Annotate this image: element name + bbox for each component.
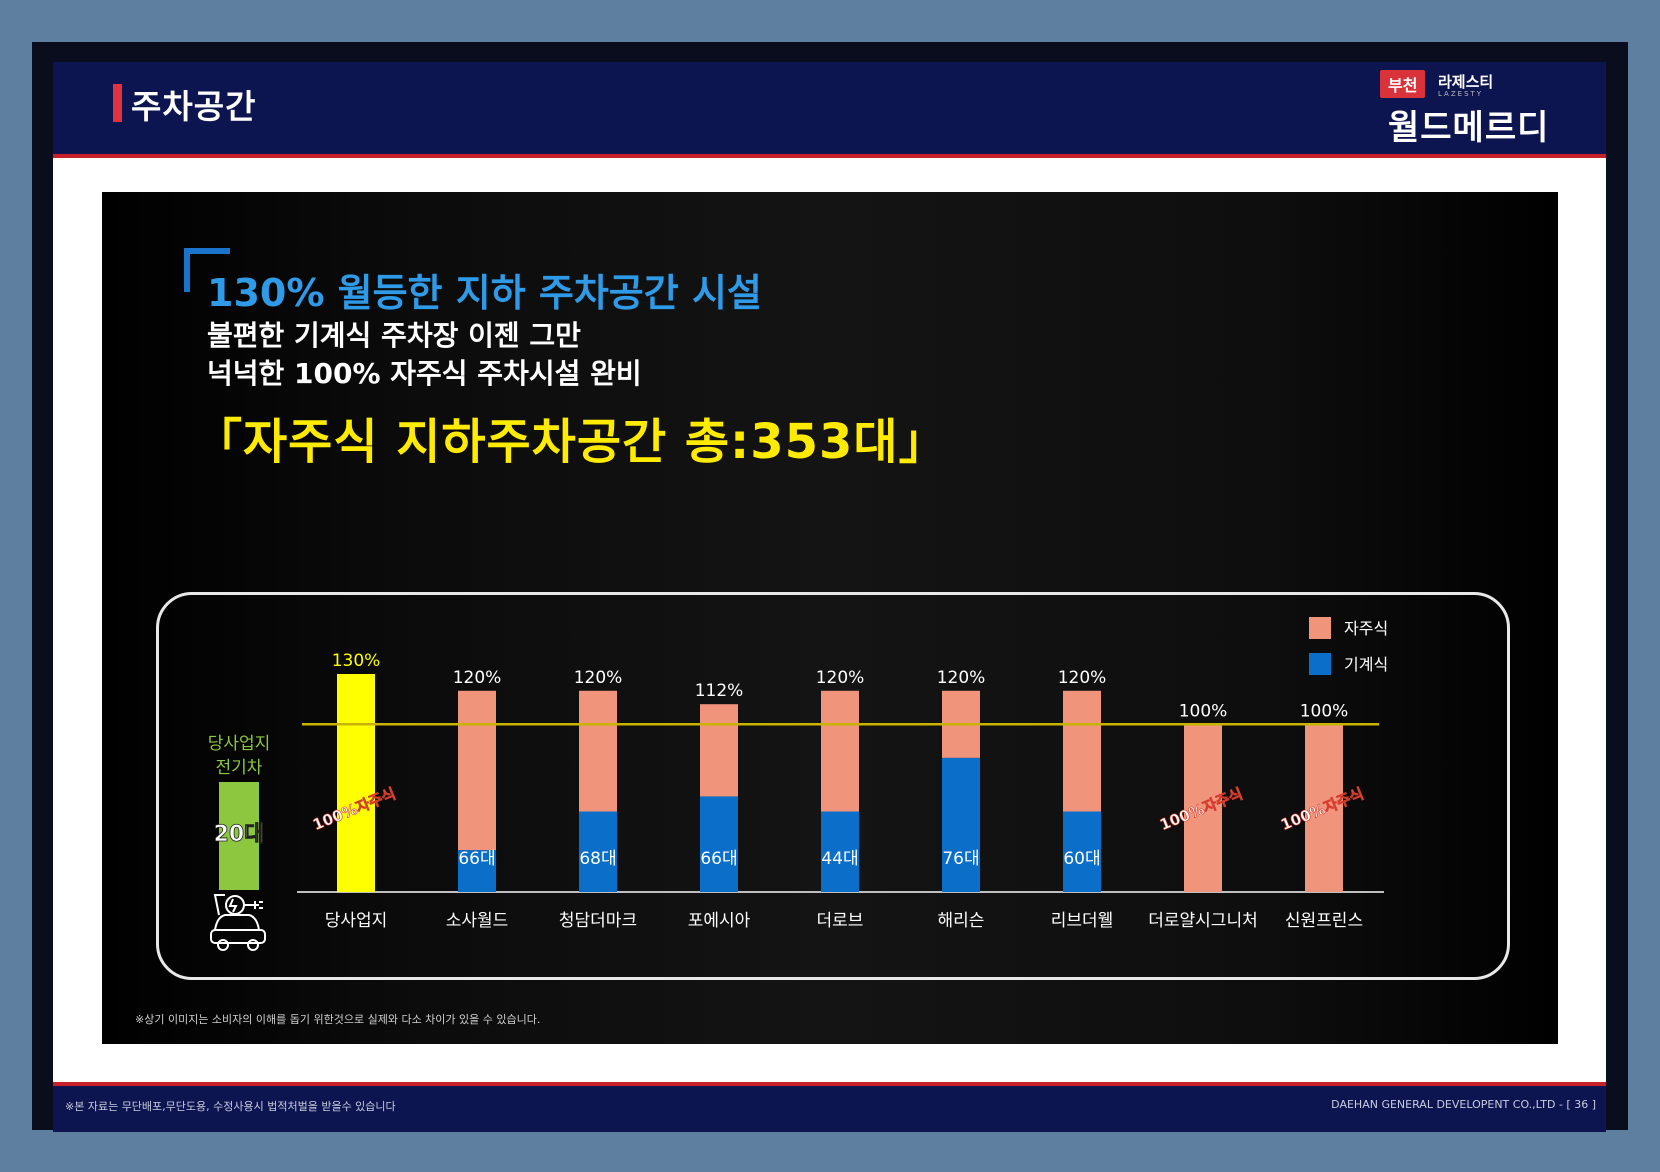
legend-label-mech: 기계식 (1344, 655, 1388, 674)
legend-swatch-self (1309, 617, 1331, 639)
logo-name: 월드메르디앙 (1388, 108, 1550, 197)
logo-city-badge: 부천 (1380, 70, 1426, 98)
legend-swatch-mech (1309, 653, 1331, 675)
footer-company: DAEHAN GENERAL DEVELOPENT CO.,LTD - [ 36… (1331, 1098, 1596, 1111)
x-tick-label: 더로얄시그니처 (1148, 911, 1257, 931)
ev-label-line2: 전기차 (216, 758, 263, 778)
ev-bar (219, 782, 259, 890)
x-tick-label: 리브더웰 (1051, 911, 1114, 931)
bar-self-parking (579, 690, 617, 812)
title-accent-bar (113, 84, 122, 122)
data-label-percent: 100% (1179, 701, 1228, 721)
bar-mechanical (942, 757, 980, 892)
data-label-percent: 100% (1300, 701, 1349, 721)
x-tick-label: 해리슨 (938, 911, 985, 931)
data-label-count: 60대 (1063, 849, 1100, 869)
data-label-count: 68대 (579, 849, 616, 869)
data-label-percent: 130% (332, 651, 381, 671)
data-label-percent: 120% (453, 668, 502, 688)
bar-self-parking (1184, 724, 1222, 892)
data-label-percent: 120% (1058, 668, 1107, 688)
bar-mechanical (579, 811, 617, 892)
total-parking: 「자주식 지하주차공간 총:353대」 (194, 414, 948, 470)
footer-copyright: ※본 자료는 무단배포,무단도용, 수정사용시 법적처벌을 받을수 있습니다 (65, 1100, 396, 1113)
data-label-percent: 120% (816, 668, 865, 688)
ev-label-line1: 당사업지 (208, 734, 271, 754)
page-footer: ※본 자료는 무단배포,무단도용, 수정사용시 법적처벌을 받을수 있습니다 D… (53, 1082, 1606, 1132)
x-tick-label: 청담더마크 (559, 911, 637, 931)
bar-self-parking (337, 674, 375, 892)
content-panel: 130% 월등한 지하 주차공간 시설 불편한 기계식 주차장 이젠 그만 넉넉… (102, 192, 1558, 1044)
bar-self-parking (700, 704, 738, 797)
bar-mechanical (1063, 811, 1101, 892)
data-label-count: 76대 (942, 849, 979, 869)
x-tick-label: 더로브 (817, 911, 864, 931)
headline-bracket-icon (184, 248, 230, 292)
bar-self-parking (458, 690, 496, 851)
bar-self-parking (1305, 724, 1343, 892)
x-tick-label: 신원프린스 (1285, 911, 1363, 931)
data-label-count: 44대 (821, 849, 858, 869)
data-label-percent: 120% (574, 668, 623, 688)
legend-label-self: 자주식 (1344, 619, 1388, 638)
logo-brand-sub: LAZESTY (1438, 90, 1484, 98)
ev-charging-car-icon (210, 894, 266, 951)
data-label-percent: 120% (937, 668, 986, 688)
ev-value-label: 20대 (214, 822, 265, 847)
bar-self-parking (821, 690, 859, 812)
data-label-percent: 112% (695, 681, 744, 701)
x-tick-label: 소사월드 (446, 911, 509, 931)
brand-logo: 부천 라제스티 LAZESTY 월드메르디앙 (1368, 66, 1578, 197)
bar-mechanical (700, 796, 738, 892)
subline-1: 불편한 기계식 주차장 이젠 그만 (207, 319, 581, 352)
page-header: 주차공간 부천 라제스티 LAZESTY 월드메르디앙 (53, 62, 1606, 197)
bar-mechanical (458, 850, 496, 892)
data-label-count: 66대 (700, 849, 737, 869)
page-title: 주차공간 (131, 87, 257, 126)
x-tick-label: 당사업지 (325, 911, 388, 931)
slide-page: 주차공간 부천 라제스티 LAZESTY 월드메르디앙 130% 월등한 지하 … (53, 62, 1606, 1132)
logo-brand: 라제스티 (1438, 73, 1494, 91)
subline-2: 넉넉한 100% 자주식 주차시설 완비 (207, 357, 642, 390)
bar-self-parking (1063, 690, 1101, 812)
bar-mechanical (821, 811, 859, 892)
x-tick-label: 포에시아 (688, 911, 751, 931)
headline: 130% 월등한 지하 주차공간 시설 (207, 271, 762, 315)
data-label-count: 66대 (458, 849, 495, 869)
disclaimer-note: ※상기 이미지는 소비자의 이해를 돕기 위한것으로 실제와 다소 차이가 있을… (135, 1013, 541, 1026)
